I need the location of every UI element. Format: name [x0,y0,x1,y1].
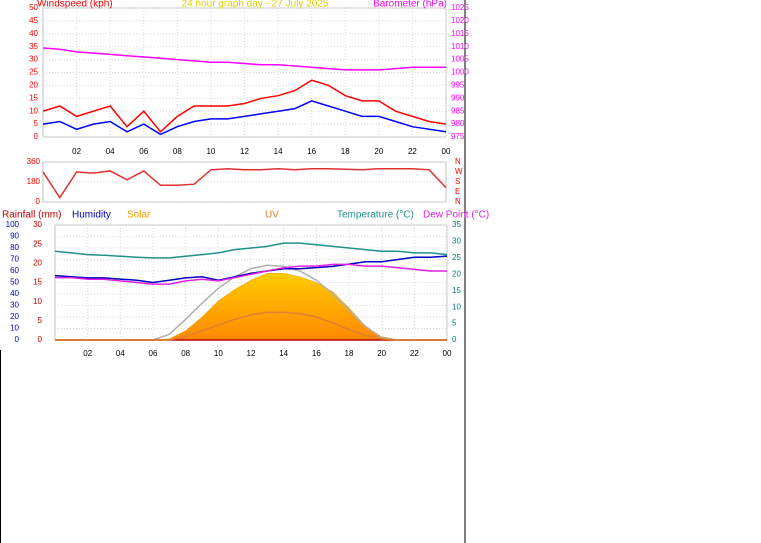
x-tick-label: 12 [240,147,249,156]
legend-label: Dew Point (°C) [423,210,489,221]
y-tick-label: 30 [10,301,19,310]
x-tick-label: 16 [312,349,321,358]
y2-tick-label: 990 [451,93,465,102]
y-tick-label: 0 [36,197,41,206]
y-tick-label: 0 [15,335,20,344]
y3-tick-label: 20 [33,258,42,267]
y3-tick-label: 0 [38,335,43,344]
y-tick-label: 80 [10,243,19,252]
y2-tick-label: 1000 [451,68,469,77]
series-line [42,47,446,71]
y-tick-label: 35 [29,42,38,51]
x-tick-label: 08 [181,349,190,358]
legend-label: Temperature (°C) [337,210,414,221]
series-line [55,263,447,285]
x-tick-label: 06 [139,147,148,156]
y-tick-label: 25 [29,68,38,77]
y-tick-label: 180 [27,177,41,186]
series-line [42,79,447,133]
y-tick-label: 50 [10,278,19,287]
y-tick-label: 360 [27,157,41,166]
y-tick-label: 45 [29,16,38,25]
y2-tick-label: 20 [452,269,461,278]
y2-tick-label: 985 [451,106,465,115]
y2-tick-label: 1010 [451,42,469,51]
x-tick-label: 20 [377,349,386,358]
series-line [54,255,448,284]
x-tick-label: 14 [279,349,288,358]
y3-tick-label: 5 [38,316,43,325]
y-tick-label: 10 [10,324,19,333]
y-tick-label: 70 [10,255,19,264]
y2-tick-label: 1015 [451,29,469,38]
series-line [42,167,447,199]
y-tick-label: 50 [29,3,38,12]
x-tick-label: 12 [247,349,256,358]
x-tick-label: 02 [72,147,81,156]
y2-tick-label: 1025 [451,3,469,12]
x-tick-label: 04 [116,349,125,358]
x-tick-label: 14 [274,147,283,156]
x-tick-label: 00 [442,147,451,156]
legend-label: Humidity [72,210,111,221]
y2-tick-label: S [455,177,460,186]
y-tick-label: 20 [29,81,38,90]
y-tick-label: 40 [10,289,19,298]
y-tick-label: 60 [10,266,19,275]
y2-tick-label: 0 [452,335,457,344]
y2-tick-label: 975 [451,132,465,141]
y2-tick-label: 25 [452,253,461,262]
x-tick-label: 10 [214,349,223,358]
y3-tick-label: 10 [33,297,42,306]
y2-tick-label: 30 [452,237,461,246]
chart-title: 24 hour graph day - 27 July 2025 [182,0,329,10]
y-tick-label: 90 [10,232,19,241]
series-line [42,100,447,136]
y2-tick-label: 1005 [451,55,469,64]
legend-label: Rainfall (mm) [2,210,61,221]
legend-label: Solar [127,210,151,221]
y2-tick-label: E [455,187,460,196]
x-tick-label: 20 [374,147,383,156]
x-tick-label: 00 [443,349,452,358]
x-tick-label: 04 [106,147,115,156]
y-tick-label: 10 [29,106,38,115]
x-tick-label: 18 [341,147,350,156]
y2-tick-label: 35 [452,220,461,229]
y2-tick-label: 15 [452,286,461,295]
x-tick-label: 18 [345,349,354,358]
y-tick-label: 5 [34,119,39,128]
y-tick-label: 100 [6,220,20,229]
y2-axis-label: Barometer (hPa) [373,0,447,10]
y2-tick-label: N [455,157,461,166]
y-tick-label: 30 [29,55,38,64]
y-tick-label: 15 [29,93,38,102]
y3-tick-label: 25 [33,239,42,248]
y2-tick-label: 1020 [451,16,469,25]
x-tick-label: 06 [149,349,158,358]
y2-tick-label: 995 [451,81,465,90]
series-line [55,311,447,341]
y3-tick-label: 15 [33,278,42,287]
y-tick-label: 0 [34,132,39,141]
y2-tick-label: W [455,167,463,176]
y-axis-label: Windspeed (kph) [37,0,113,10]
y2-tick-label: 980 [451,119,465,128]
y3-tick-label: 30 [33,220,42,229]
x-tick-label: 16 [307,147,316,156]
y-tick-label: 20 [10,312,19,321]
series-line [54,242,448,259]
y2-tick-label: 10 [452,302,461,311]
y2-tick-label: N [455,197,461,206]
x-tick-label: 10 [206,147,215,156]
x-tick-label: 08 [173,147,182,156]
y-tick-label: 40 [29,29,38,38]
y2-tick-label: 5 [452,319,457,328]
x-tick-label: 22 [410,349,419,358]
x-tick-label: 22 [408,147,417,156]
x-tick-label: 02 [83,349,92,358]
legend-label: UV [265,210,279,221]
